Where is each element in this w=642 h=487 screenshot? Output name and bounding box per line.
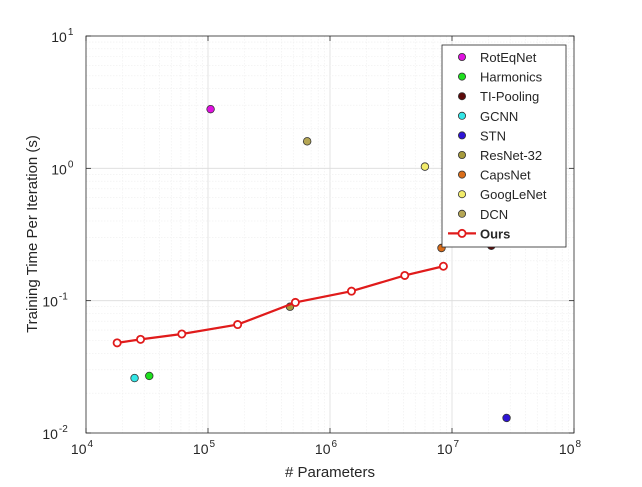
x-tick-label: 106 — [315, 439, 338, 457]
legend-marker-roteqnet — [457, 53, 466, 62]
legend: RotEqNet Harmonics TI-Pooling GCNN STN ResNet… — [441, 44, 567, 248]
y-tick-label-exponent: 0 — [68, 159, 74, 170]
x-tick-label-exponent: 8 — [576, 439, 582, 450]
legend-label-googlenet: GoogLeNet — [480, 187, 547, 202]
legend-marker-dcn — [457, 209, 466, 218]
data-point-stn — [502, 413, 511, 423]
data-point-googlenet — [420, 162, 430, 171]
x-tick-label: 104 — [71, 439, 94, 457]
data-point-roteqnet — [206, 104, 215, 114]
data-point-ours — [112, 338, 122, 348]
legend-marker-capsnet — [457, 170, 466, 179]
data-point-ours — [233, 320, 243, 330]
data-point-ours — [438, 261, 448, 271]
legend-label-ti-pooling: TI-Pooling — [480, 89, 539, 104]
legend-marker-ti-pooling — [457, 92, 466, 101]
data-point-ours — [346, 286, 356, 296]
legend-marker-ours — [457, 228, 467, 238]
legend-label-roteqnet: RotEqNet — [480, 50, 537, 65]
data-point-dcn — [302, 137, 312, 146]
y-tick-label: 100 — [51, 159, 74, 177]
x-tick-label-exponent: 7 — [454, 439, 460, 450]
legend-marker-stn — [457, 131, 466, 140]
series-line-ours — [116, 265, 444, 344]
x-tick-label: 107 — [437, 439, 460, 457]
data-point-harmonics — [145, 371, 154, 381]
y-tick-label: 10-1 — [42, 292, 68, 310]
legend-label-resnet-32: ResNet-32 — [480, 148, 542, 163]
legend-label-dcn: DCN — [480, 207, 508, 222]
x-tick-label-exponent: 5 — [210, 439, 216, 450]
legend-marker-resnet-32 — [457, 150, 466, 159]
data-point-ours — [136, 334, 146, 344]
y-tick-label-exponent: -2 — [59, 424, 68, 435]
legend-label-harmonics: Harmonics — [480, 70, 543, 85]
data-point-ours — [400, 270, 410, 280]
y-tick-label-exponent: 1 — [68, 27, 74, 38]
y-axis-label: Training Time Per Iteration (s) — [24, 135, 41, 333]
legend-marker-gcnn — [457, 111, 466, 120]
y-tick-label: 10-2 — [42, 424, 68, 442]
legend-label-gcnn: GCNN — [480, 109, 518, 124]
legend-label-ours: Ours — [480, 226, 510, 241]
data-point-gcnn — [130, 373, 139, 383]
x-axis-label: # Parameters — [285, 464, 375, 481]
data-point-ours — [290, 297, 300, 307]
legend-label-stn: STN — [480, 128, 506, 143]
y-tick-label: 101 — [51, 27, 74, 45]
x-tick-label: 108 — [559, 439, 582, 457]
legend-marker-googlenet — [457, 190, 466, 199]
legend-label-capsnet: CapsNet — [480, 168, 531, 183]
y-tick-label-exponent: -1 — [59, 292, 68, 303]
x-tick-label-exponent: 6 — [332, 439, 338, 450]
x-tick-label: 105 — [193, 439, 216, 457]
series-layer — [112, 104, 511, 423]
data-point-ours — [177, 329, 187, 339]
legend-marker-harmonics — [457, 72, 466, 81]
x-tick-label-exponent: 4 — [88, 439, 94, 450]
